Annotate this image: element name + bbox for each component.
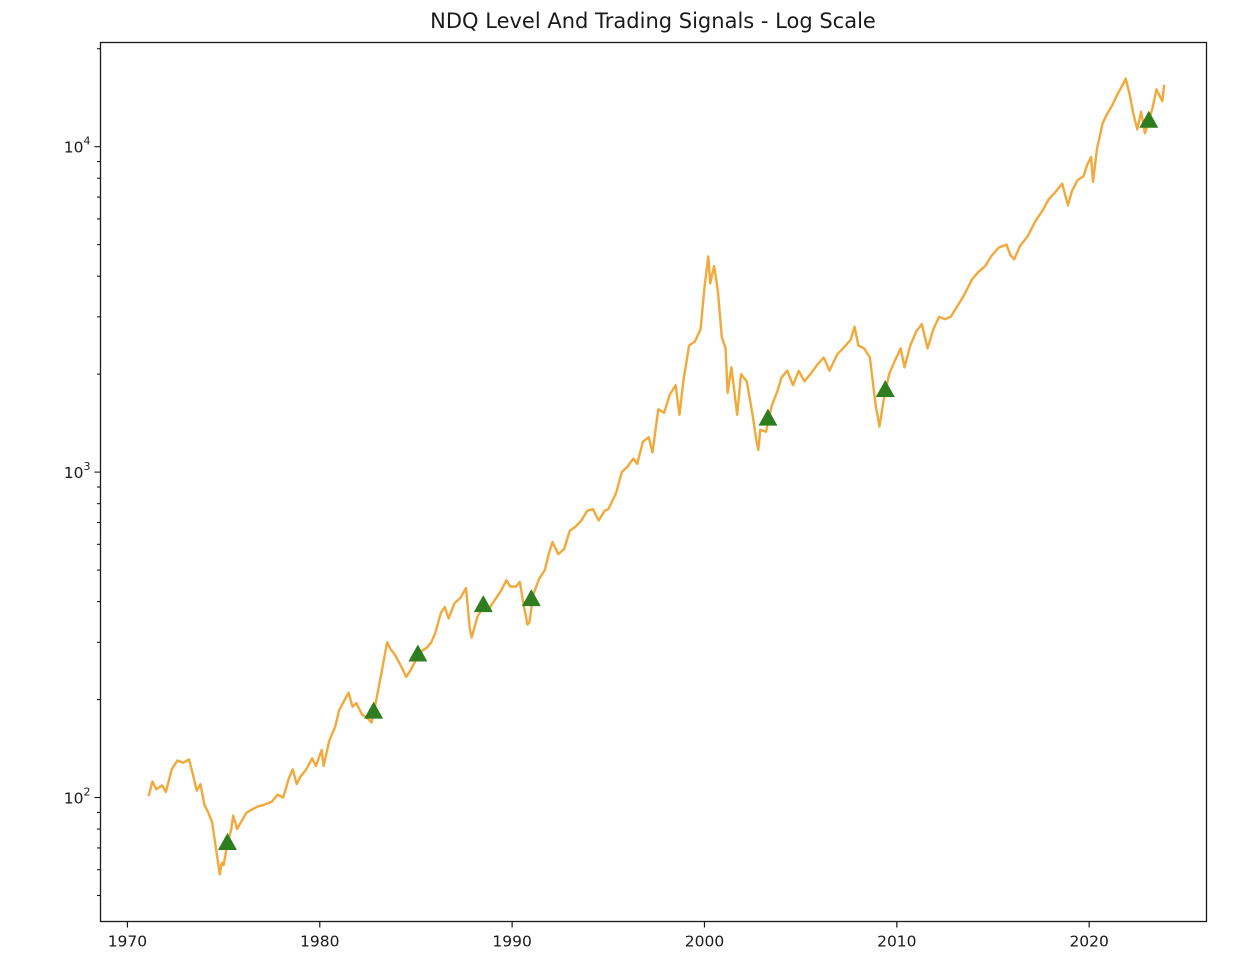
buy-signal-triangle-icon [875, 380, 895, 398]
buy-signal-triangle-icon [1139, 110, 1159, 128]
buy-signal-triangle-icon [521, 589, 541, 607]
ndq-level-line [147, 77, 1166, 876]
x-tick-label: 1990 [492, 933, 531, 951]
chart-title: NDQ Level And Trading Signals - Log Scal… [430, 9, 876, 33]
axes-frame [99, 41, 1208, 923]
y-tick-label: 103 [64, 460, 91, 482]
x-tick-label: 1980 [300, 933, 339, 951]
buy-signal-triangle-icon [364, 701, 384, 719]
y-axis: 102 103 104 [64, 48, 101, 897]
x-tick-label: 2010 [877, 933, 916, 951]
y-tick-label: 102 [64, 786, 91, 808]
x-axis: 1970 1980 1990 2000 2010 2020 [108, 921, 1109, 951]
x-tick-label: 2000 [685, 933, 724, 951]
x-tick-label: 1970 [108, 933, 147, 951]
buy-signal-triangle-icon [217, 833, 237, 851]
plot-area [147, 77, 1166, 876]
y-tick-label: 104 [64, 135, 91, 157]
buy-signal-triangle-icon [758, 408, 778, 426]
buy-signal-triangle-icon [473, 595, 493, 613]
x-tick-label: 2020 [1069, 933, 1108, 951]
buy-signal-triangle-icon [408, 644, 428, 662]
